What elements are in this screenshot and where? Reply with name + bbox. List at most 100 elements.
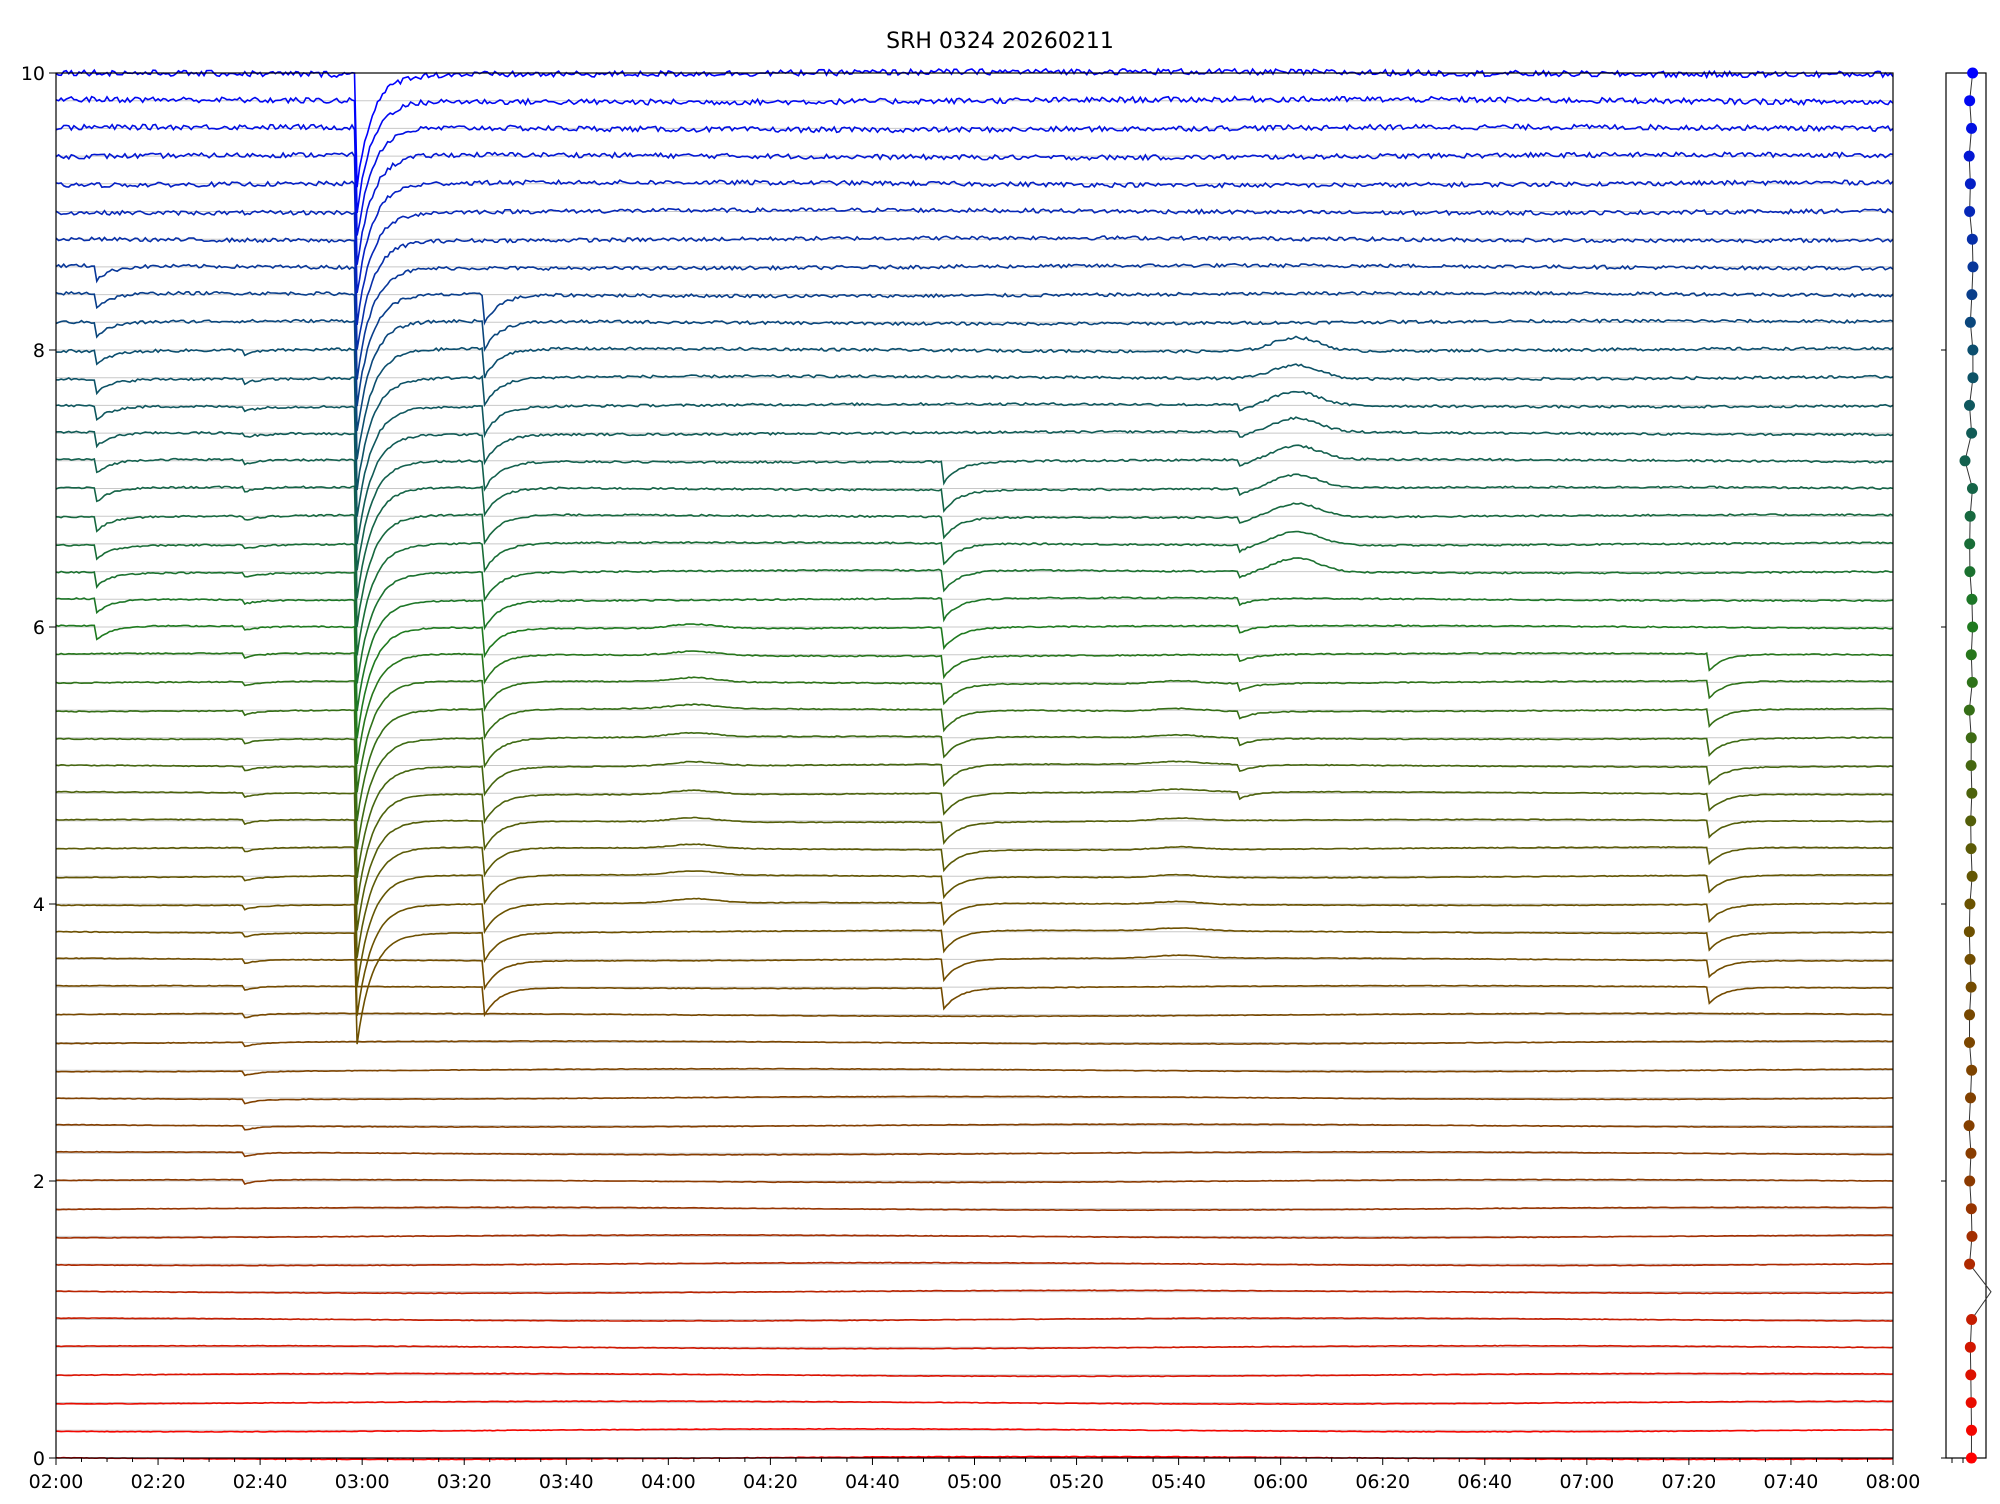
side-panel-dot <box>1965 1203 1977 1215</box>
series-line-7 <box>55 1261 1893 1267</box>
trace-group <box>55 67 1894 1461</box>
side-panel-dot <box>1966 1314 1978 1325</box>
chart-title: SRH 0324 20260211 <box>886 29 1114 54</box>
side-panel-dot <box>1964 1037 1976 1048</box>
side-panel-dot <box>1966 1064 1978 1076</box>
series-line-13 <box>55 1095 1894 1105</box>
side-panel-dot <box>1964 316 1976 328</box>
side-panel-dot <box>1965 1397 1977 1409</box>
side-panel-dot <box>1966 289 1978 301</box>
side-panel-dot <box>1964 566 1976 578</box>
series-line-46 <box>55 179 1894 293</box>
series-line-8 <box>55 1233 1894 1239</box>
x-tick-label: 07:00 <box>1559 1471 1614 1493</box>
side-panel-dot <box>1967 344 1979 356</box>
side-panel-dot <box>1964 1175 1976 1187</box>
series-line-19 <box>55 927 1893 1045</box>
x-tick-label: 07:20 <box>1662 1471 1717 1493</box>
series-line-14 <box>55 1067 1893 1077</box>
grid-lines <box>56 72 1893 1459</box>
series-line-12 <box>55 1123 1894 1131</box>
y-tick-label: 0 <box>33 1448 45 1470</box>
series-line-17 <box>56 984 1894 1018</box>
series-line-39 <box>55 363 1894 491</box>
side-panel-dot <box>1963 399 1975 411</box>
series-line-5 <box>55 1317 1894 1322</box>
series-line-24 <box>55 788 1894 905</box>
side-panel-dot <box>1964 95 1976 107</box>
series-line-30 <box>55 623 1894 739</box>
y-tick-label: 8 <box>33 340 45 362</box>
series-line-10 <box>55 1178 1894 1185</box>
series-line-3 <box>55 1372 1894 1378</box>
side-panel-dot <box>1965 732 1977 744</box>
x-tick-label: 03:00 <box>335 1471 390 1493</box>
series-line-47 <box>55 151 1894 265</box>
series-line-15 <box>55 1039 1894 1048</box>
series-line-34 <box>55 502 1894 627</box>
series-line-1 <box>55 1427 1894 1433</box>
series-line-42 <box>55 290 1894 407</box>
series-line-35 <box>55 473 1894 599</box>
series-line-33 <box>56 530 1894 656</box>
series-line-43 <box>55 262 1894 380</box>
series-line-49 <box>55 95 1894 214</box>
side-panel-dot <box>1967 261 1979 273</box>
side-panel-dot <box>1965 760 1977 771</box>
side-panel-dot <box>1965 1092 1977 1104</box>
series-line-44 <box>55 235 1894 350</box>
x-tick-label: 04:00 <box>641 1471 696 1493</box>
x-tick-label: 05:00 <box>947 1471 1002 1493</box>
side-panel <box>1941 67 1992 1464</box>
x-tick-label: 02:40 <box>233 1471 288 1493</box>
side-panel-dot <box>1966 483 1978 494</box>
side-panel-dot <box>1959 455 1971 467</box>
side-panel-dot <box>1966 122 1978 134</box>
x-tick-label: 03:40 <box>539 1471 594 1493</box>
x-tick-label: 02:00 <box>29 1471 84 1493</box>
side-panel-dot <box>1966 427 1978 439</box>
side-panel-dot <box>1965 649 1977 661</box>
x-tick-label: 06:40 <box>1457 1471 1512 1493</box>
series-line-40 <box>55 335 1894 460</box>
side-panel-dot <box>1966 1230 1978 1242</box>
y-tick-label: 10 <box>21 63 45 85</box>
side-panel-dot <box>1964 206 1976 217</box>
side-panel-dot <box>1965 1452 1977 1464</box>
series-line-29 <box>55 650 1894 765</box>
y-axis: 0 2 4 6 8 10 <box>21 63 56 1470</box>
series-line-11 <box>55 1150 1894 1158</box>
x-tick-label: 05:40 <box>1151 1471 1206 1493</box>
series-line-22 <box>55 843 1894 958</box>
x-tick-label: 06:00 <box>1253 1471 1308 1493</box>
side-panel-dot <box>1967 621 1979 633</box>
side-panel-dot <box>1964 1258 1976 1270</box>
y-tick-label: 4 <box>33 894 45 916</box>
side-panel-dot <box>1964 510 1976 522</box>
side-panel-dot <box>1967 67 1979 79</box>
series-line-28 <box>55 676 1894 793</box>
x-tick-label: 06:20 <box>1355 1471 1410 1493</box>
series-line-41 <box>55 318 1894 431</box>
x-tick-label: 07:40 <box>1764 1471 1819 1493</box>
side-panel-dot <box>1964 178 1976 190</box>
series-line-18 <box>55 954 1894 991</box>
series-line-9 <box>55 1206 1894 1212</box>
side-panel-dot <box>1964 1009 1976 1021</box>
series-line-23 <box>55 816 1894 931</box>
y-tick-label: 6 <box>33 617 45 639</box>
series-line-2 <box>56 1400 1894 1406</box>
series-line-4 <box>55 1344 1894 1350</box>
x-tick-label: 08:00 <box>1866 1471 1921 1493</box>
series-line-50 <box>55 67 1894 188</box>
series-line-38 <box>55 390 1894 517</box>
series-line-37 <box>55 416 1894 545</box>
side-panel-dot <box>1963 926 1975 938</box>
side-panel-dot <box>1964 538 1976 550</box>
x-tick-label: 05:20 <box>1049 1471 1104 1493</box>
y-tick-label: 2 <box>33 1171 45 1193</box>
series-line-48 <box>55 123 1894 236</box>
side-panel-dot <box>1966 787 1978 799</box>
